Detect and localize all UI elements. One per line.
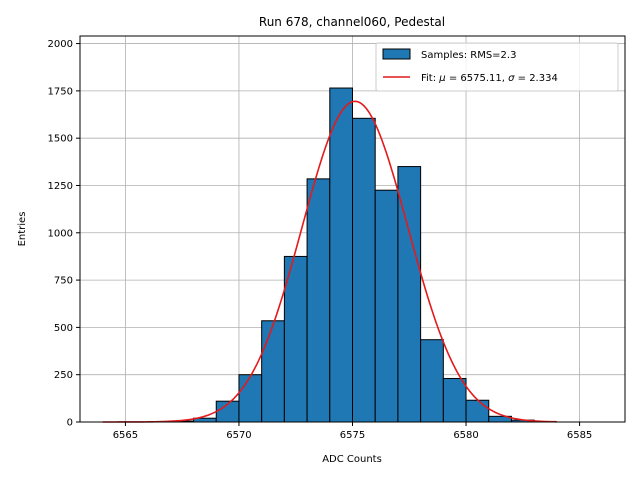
y-tick-label: 0 (67, 418, 73, 429)
x-tick-label: 6575 (340, 430, 365, 441)
x-tick-label: 6585 (567, 430, 592, 441)
y-tick-label: 500 (54, 323, 73, 334)
x-axis-label: ADC Counts (322, 454, 382, 465)
legend: Samples: RMS=2.3 Fit: μ = 6575.11, σ = 2… (375, 42, 619, 92)
legend-fit-prefix: Fit: (421, 73, 439, 84)
x-tick-label: 6580 (453, 430, 478, 441)
y-axis-ticks: 0 250 500 750 1000 1250 1500 1750 2000 (48, 39, 80, 429)
y-axis-label: Entries (17, 212, 28, 247)
y-tick-label: 2000 (48, 39, 73, 50)
legend-samples-label: Samples: RMS=2.3 (421, 50, 516, 61)
x-axis-ticks: 6565 6570 6575 6580 6585 (113, 422, 592, 441)
chart-title: Run 678, channel060, Pedestal (259, 15, 445, 29)
histogram-bar (261, 320, 285, 423)
y-tick-label: 1250 (48, 181, 73, 192)
legend-fit-sigma-value: = 2.334 (514, 73, 557, 84)
x-tick-label: 6570 (226, 430, 251, 441)
y-tick-label: 250 (54, 370, 73, 381)
legend-fit-mu-symbol: μ (438, 73, 445, 84)
histogram-bar (374, 189, 399, 423)
legend-samples-swatch (382, 48, 411, 60)
fit-curve (102, 100, 557, 423)
legend-fit-sigma-symbol: σ (508, 73, 515, 84)
histogram-bar (306, 178, 331, 423)
histogram-bar (238, 374, 263, 423)
y-tick-label: 1500 (48, 134, 73, 145)
histogram-bar (420, 339, 444, 423)
histogram-bar (465, 399, 490, 423)
legend-fit-label: Fit: μ = 6575.11, σ = 2.334 (421, 73, 558, 84)
x-tick-label: 6565 (113, 430, 138, 441)
histogram-bars (170, 87, 535, 423)
y-tick-label: 1000 (48, 228, 73, 239)
fit-curve-layer (102, 100, 557, 423)
legend-fit-mu-value: = 6575.11, (446, 73, 508, 84)
y-tick-label: 750 (54, 276, 73, 287)
legend-box (375, 42, 619, 92)
histogram-bar (352, 117, 376, 423)
y-tick-label: 1750 (48, 86, 73, 97)
histogram-bar (442, 377, 467, 423)
histogram-bar (329, 87, 353, 423)
